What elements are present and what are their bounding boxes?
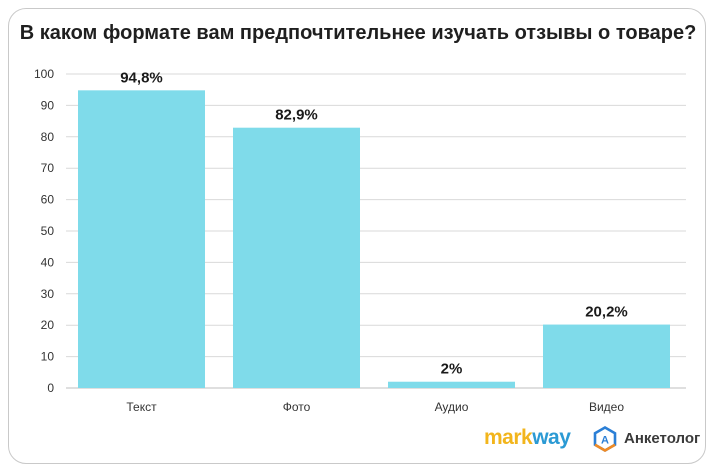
y-tick-label: 50	[41, 224, 55, 238]
markway-logo: markway	[484, 426, 571, 450]
y-tick-label: 40	[41, 255, 55, 269]
data-label: 82,9%	[275, 107, 318, 124]
data-label: 2%	[441, 361, 463, 378]
bar-4	[543, 324, 670, 388]
x-tick-label: Текст	[126, 400, 157, 414]
anketolog-logo-icon: А	[593, 426, 617, 452]
y-tick-label: 70	[41, 161, 55, 175]
logos: markway А Анкетолог	[484, 424, 704, 454]
y-tick-label: 80	[41, 130, 55, 144]
y-tick-label: 90	[41, 98, 55, 112]
y-tick-label: 100	[34, 67, 54, 81]
y-tick-label: 10	[41, 350, 55, 364]
anketolog-logo-text: Анкетолог	[624, 430, 701, 447]
markway-logo-part2: way	[532, 426, 571, 449]
bar-1	[78, 90, 205, 388]
y-tick-label: 20	[41, 318, 55, 332]
data-label: 94,8%	[120, 69, 163, 86]
y-tick-label: 60	[41, 193, 55, 207]
y-tick-label: 30	[41, 287, 55, 301]
x-tick-label: Видео	[589, 400, 624, 414]
x-tick-label: Аудио	[435, 400, 469, 414]
chart-title: В каком формате вам предпочтительнее изу…	[19, 22, 697, 44]
bar-3	[388, 381, 515, 388]
data-label: 20,2%	[585, 304, 628, 321]
y-tick-label: 0	[47, 381, 54, 395]
markway-logo-part1: mark	[484, 426, 533, 449]
bar-2	[233, 127, 360, 388]
svg-text:А: А	[601, 435, 609, 447]
x-tick-label: Фото	[283, 400, 311, 414]
